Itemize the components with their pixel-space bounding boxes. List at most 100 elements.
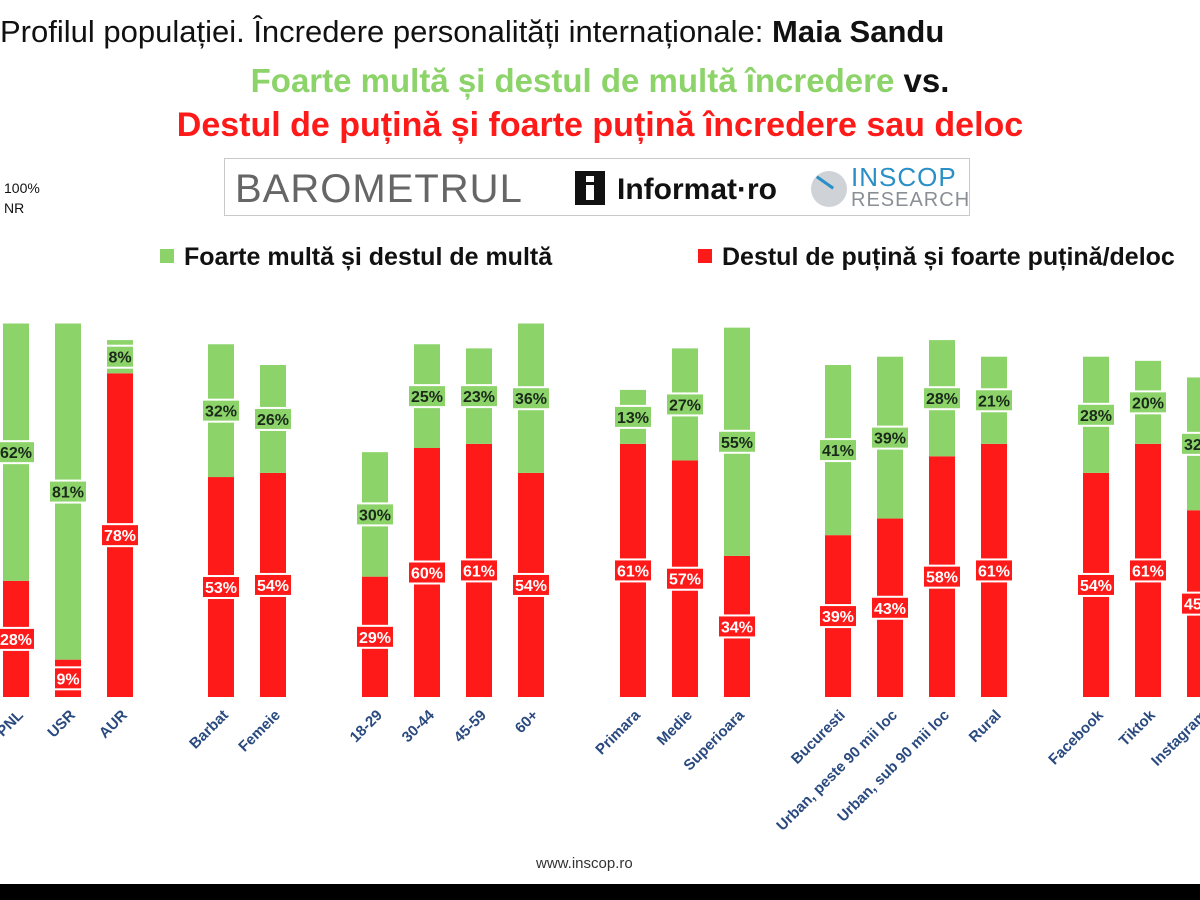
data-label-green-medie: 27%	[669, 397, 701, 414]
data-label-green-rural: 21%	[978, 393, 1010, 410]
data-label-red-urban-peste-90-mii-loc: 43%	[874, 601, 906, 618]
bottom-bar	[0, 884, 1200, 900]
tick-label-pnl: PNL	[0, 707, 27, 740]
note-line-1: 100%	[4, 180, 40, 196]
data-label-red-bucuresti: 39%	[822, 609, 854, 626]
informat-logo-text: Informat·ro	[617, 173, 777, 206]
legend-item-green: Foarte multă și destul de multă	[160, 243, 552, 272]
data-label-red-usr-box	[53, 666, 83, 691]
data-label-red-rural-box	[974, 558, 1014, 583]
data-label-red-aur-box	[100, 523, 140, 548]
data-label-red-superioara-box	[717, 614, 757, 639]
data-label-red-18-29: 29%	[359, 630, 391, 647]
tick-label-facebook: Facebook	[1045, 706, 1107, 768]
data-label-green-rural-box	[974, 388, 1014, 413]
data-label-red-primara: 61%	[617, 563, 649, 580]
data-label-red-45-59: 61%	[463, 563, 495, 580]
title-prefix: Profilul populației. Încredere personali…	[0, 14, 764, 49]
data-label-red-tiktok-box	[1128, 558, 1168, 583]
tick-label-45-59: 45-59	[451, 707, 490, 746]
data-label-red-instagram-box	[1180, 591, 1200, 616]
barometrul-logo-text: BAROMETRUL	[235, 167, 523, 211]
data-label-green-usr: 81%	[52, 485, 84, 502]
data-label-red-tiktok: 61%	[1132, 563, 1164, 580]
data-label-green-urban-peste-90-mii-loc-box	[870, 425, 910, 450]
subtitle-green: Foarte multă și destul de multă încreder…	[250, 62, 895, 99]
title-name: Maia Sandu	[772, 14, 945, 49]
tick-label-aur: AUR	[96, 707, 131, 742]
tick-label-femeie: Femeie	[235, 707, 284, 756]
data-label-green-urban-peste-90-mii-loc: 39%	[874, 431, 906, 448]
data-label-green-facebook-box	[1076, 402, 1116, 427]
data-label-green-bucuresti: 41%	[822, 443, 854, 460]
data-label-green-medie-box	[665, 392, 705, 417]
data-label-green-45-59-box	[459, 384, 499, 409]
data-label-green-barbat-box	[201, 398, 241, 423]
data-label-green-pnl: 62%	[0, 445, 32, 462]
tick-label-medie: Medie	[654, 707, 696, 749]
data-label-red-pnl: 28%	[0, 632, 32, 649]
research-logo-text: RESEARCH	[851, 189, 971, 211]
legend-swatch-red	[698, 249, 712, 263]
data-label-green-urban-sub-90-mii-loc-box	[922, 386, 962, 411]
data-label-green-facebook: 28%	[1080, 408, 1112, 425]
data-label-green-primara: 13%	[617, 410, 649, 427]
data-label-red-60-: 54%	[515, 578, 547, 595]
subtitle-red: Destul de puțină și foarte puțină încred…	[176, 106, 1024, 144]
data-label-red-45-59-box	[459, 558, 499, 583]
informat-logo-icon	[575, 171, 605, 205]
legend-label-red: Destul de puțină și foarte puțină/deloc	[722, 243, 1175, 271]
data-label-red-primara-box	[613, 558, 653, 583]
data-label-green-aur-box	[105, 344, 135, 369]
legend-label-green: Foarte multă și destul de multă	[184, 243, 553, 271]
data-label-green-barbat: 32%	[205, 404, 237, 421]
data-label-red-facebook: 54%	[1080, 578, 1112, 595]
data-label-green-superioara: 55%	[721, 435, 753, 452]
data-label-green-superioara-box	[717, 429, 757, 454]
chart-title: Profilul populației. Încredere personali…	[0, 14, 1200, 54]
note-line-2: NR	[4, 200, 25, 216]
data-label-green-18-29-box	[355, 502, 395, 527]
data-label-green-60-: 36%	[515, 391, 547, 408]
tick-label-barbat: Barbat	[186, 707, 232, 753]
tick-label-30-44: 30-44	[399, 706, 439, 746]
data-label-green-instagram: 32%	[1184, 437, 1200, 454]
data-label-green-pnl-box	[0, 440, 36, 465]
data-label-green-bucuresti-box	[818, 438, 858, 463]
subtitle-vs: vs.	[903, 62, 950, 99]
data-label-green-tiktok-box	[1128, 390, 1168, 415]
data-label-red-pnl-box	[0, 626, 36, 651]
chart-subtitle: Foarte multă și destul de multă încreder…	[0, 62, 1200, 100]
data-label-red-18-29-box	[355, 624, 395, 649]
data-label-red-medie-box	[665, 566, 705, 591]
data-label-red-urban-sub-90-mii-loc: 58%	[926, 570, 958, 587]
data-label-red-superioara: 34%	[721, 619, 753, 636]
barometrul-banner: BAROMETRUL Informat·ro INSCOP RESEARCH	[224, 158, 970, 216]
data-label-green-18-29: 30%	[359, 507, 391, 524]
tick-label-tiktok: Tiktok	[1116, 706, 1160, 750]
data-label-red-barbat: 53%	[205, 580, 237, 597]
data-label-green-primara-box	[613, 404, 653, 429]
data-label-green-usr-box	[48, 479, 88, 504]
tick-label-usr: USR	[44, 707, 79, 742]
data-label-green-tiktok: 20%	[1132, 395, 1164, 412]
inscop-logo-icon	[811, 171, 847, 207]
footer-url: www.inscop.ro	[536, 855, 633, 872]
inscop-logo-text: INSCOP	[851, 162, 957, 192]
legend-item-red: Destul de puțină și foarte puțină/deloc	[698, 243, 1175, 272]
data-label-red-aur: 78%	[104, 528, 136, 545]
data-label-red-facebook-box	[1076, 572, 1116, 597]
data-label-red-urban-sub-90-mii-loc-box	[922, 564, 962, 589]
data-label-green-urban-sub-90-mii-loc: 28%	[926, 391, 958, 408]
chart-note: 100% NR	[4, 178, 40, 218]
tick-label-60-: 60+	[512, 707, 542, 737]
data-label-green-30-44-box	[407, 384, 447, 409]
data-label-red-instagram: 45%	[1184, 597, 1200, 614]
data-label-green-45-59: 23%	[463, 389, 495, 406]
tick-label-primara: Primara	[592, 706, 644, 758]
data-label-red-femeie-box	[253, 572, 293, 597]
data-label-green-aur: 8%	[108, 350, 131, 367]
data-label-red-femeie: 54%	[257, 578, 289, 595]
data-label-green-60--box	[511, 386, 551, 411]
